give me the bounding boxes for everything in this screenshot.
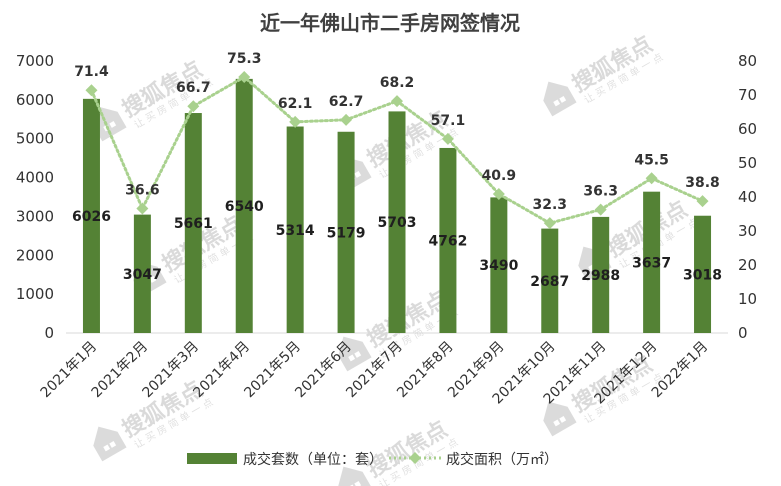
bar-data-label: 6540: [225, 199, 264, 215]
y-right-tick-label: 60: [738, 120, 757, 138]
line-point-marker: [238, 70, 251, 83]
line-point-marker: [441, 132, 454, 145]
y-left-tick-label: 4000: [16, 169, 54, 187]
line-data-label: 66.7: [176, 80, 211, 96]
bar-data-label: 4762: [428, 233, 467, 249]
bar: [490, 197, 508, 333]
legend-line-marker: [409, 452, 421, 464]
line-data-label: 62.1: [278, 96, 313, 112]
line-data-label: 62.7: [329, 94, 364, 110]
line-point-marker: [85, 84, 98, 97]
line-data-label: 36.6: [125, 183, 160, 199]
line-point-marker: [696, 195, 709, 208]
bar-data-label: 2988: [581, 268, 620, 284]
line-point-marker: [645, 172, 658, 185]
y-right-tick-label: 40: [738, 188, 757, 206]
y-left-tick-label: 7000: [16, 52, 54, 70]
bar-data-label: 6026: [72, 209, 111, 225]
y-left-tick-label: 0: [44, 324, 54, 342]
y-left-tick-label: 2000: [16, 246, 54, 264]
bar-data-label: 3490: [479, 258, 518, 274]
bar-data-label: 5661: [174, 216, 213, 232]
legend-bar-label: 成交套数（单位：套）: [243, 451, 383, 468]
line-data-label: 71.4: [74, 64, 109, 80]
bar-data-label: 3047: [123, 267, 162, 283]
legend-line-label: 成交面积（万㎡）: [446, 451, 558, 468]
y-right-tick-label: 70: [738, 86, 757, 104]
line-data-label: 32.3: [532, 197, 567, 213]
bar: [286, 126, 304, 333]
line-point-marker: [289, 115, 302, 128]
bar-data-label: 2687: [530, 274, 569, 290]
line-point-marker: [136, 202, 149, 215]
line-data-label: 36.3: [583, 184, 618, 200]
y-right-tick-label: 80: [738, 52, 757, 70]
line-data-label: 68.2: [380, 75, 415, 91]
bar: [235, 78, 253, 333]
y-right-tick-label: 50: [738, 154, 757, 172]
line-data-label: 45.5: [634, 152, 669, 168]
bar: [541, 228, 559, 333]
line-point-marker: [594, 203, 607, 216]
y-right-tick-label: 30: [738, 222, 757, 240]
house-logo-icon: [93, 426, 127, 462]
bar-data-label: 3637: [632, 255, 671, 271]
bar: [694, 215, 712, 333]
bar: [592, 216, 610, 333]
legend-bar-swatch: [187, 453, 237, 464]
bar-data-label: 5314: [276, 223, 315, 239]
chart-title: 近一年佛山市二手房网签情况: [260, 11, 520, 35]
bar: [388, 111, 406, 334]
bar-series: 6026 3047 5661 6540 5314 5179 5703 4762 3490 2687…: [72, 78, 722, 334]
line-point-marker: [492, 187, 505, 200]
legend: 成交套数（单位：套） 成交面积（万㎡）: [187, 451, 558, 468]
line-data-label: 38.8: [685, 175, 720, 191]
y-right-tick-label: 10: [738, 290, 757, 308]
y-left-tick-label: 6000: [16, 91, 54, 109]
line-point-marker: [187, 100, 200, 113]
y-axis-left: 0 1000 2000 3000 4000 5000 6000 7000: [16, 52, 54, 342]
house-logo-icon: [543, 81, 577, 117]
bar-data-label: 3018: [683, 267, 722, 283]
line-data-label: 40.9: [482, 168, 517, 184]
house-logo-icon: [338, 466, 372, 486]
line-point-marker: [340, 113, 353, 126]
bar: [439, 147, 457, 333]
bar-data-label: 5703: [378, 215, 417, 231]
bar: [82, 98, 100, 333]
line-data-label: 57.1: [431, 113, 466, 129]
y-axis-right: 0 10 20 30 40 50 60 70 80: [738, 52, 757, 342]
line-point-marker: [543, 217, 556, 230]
bar: [133, 214, 151, 333]
house-logo-icon: [338, 336, 372, 372]
line-series: 71.4 36.6 66.7 75.3 62.1 62.7 68.2 57.1 40.9 32.3…: [74, 51, 720, 230]
house-logo-icon: [543, 401, 577, 437]
y-left-tick-label: 3000: [16, 207, 54, 225]
line-data-label: 75.3: [227, 51, 262, 67]
y-right-tick-label: 0: [738, 324, 748, 342]
y-right-tick-label: 20: [738, 256, 757, 274]
bar: [643, 191, 661, 333]
bar-data-label: 5179: [327, 225, 366, 241]
bar: [337, 131, 355, 333]
line-point-marker: [391, 95, 403, 108]
y-left-tick-label: 5000: [16, 130, 54, 148]
y-left-tick-label: 1000: [16, 285, 54, 303]
bar: [184, 113, 202, 333]
